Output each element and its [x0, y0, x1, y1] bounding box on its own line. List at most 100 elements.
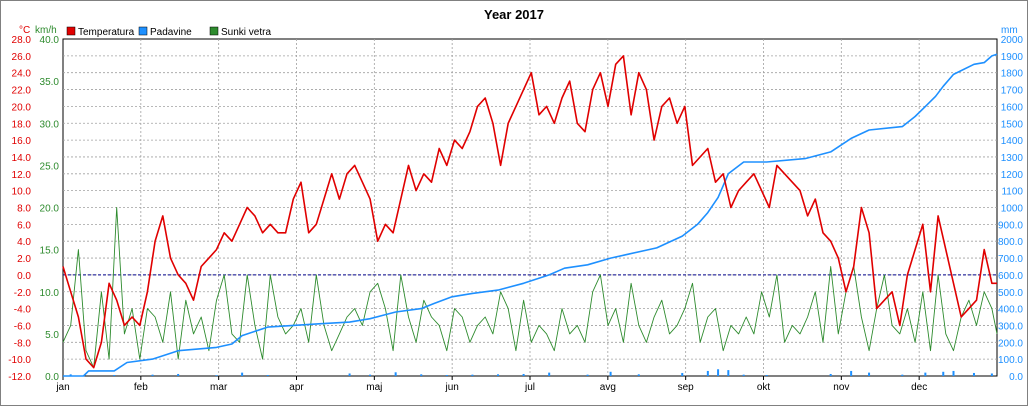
rain-tick-label: 2000 [1001, 35, 1024, 46]
rain-tick-label: 600.0 [998, 271, 1023, 282]
x-tick-label: feb [134, 382, 148, 393]
temperature-tick-label: 26.0 [12, 52, 32, 63]
temperature-tick-label: 10.0 [12, 187, 32, 198]
rain-daily-bar [348, 373, 351, 376]
x-tick-label: okt [757, 382, 771, 393]
temperature-tick-label: 6.0 [17, 220, 31, 231]
x-tick-label: apr [289, 382, 304, 393]
rain-tick-label: 400.0 [998, 305, 1023, 316]
temperature-tick-label: 14.0 [12, 153, 32, 164]
rain-daily-bar [177, 373, 180, 376]
chart-title: Year 2017 [484, 7, 544, 22]
rain-daily-bar [952, 370, 955, 376]
rain-daily-bar [420, 374, 423, 376]
temperature-tick-label: 2.0 [17, 254, 31, 265]
wind-tick-label: 15.0 [40, 246, 60, 257]
temperature-tick-label: 0.0 [17, 271, 31, 282]
legend-label: Padavine [150, 27, 192, 38]
x-tick-label: maj [366, 382, 382, 393]
rain-tick-label: 0.0 [1009, 372, 1023, 383]
chart-legend: Temperatura Padavine Sunki vetra [66, 26, 271, 38]
x-tick-label: jun [444, 382, 458, 393]
rain-daily-bar [548, 372, 551, 376]
rain-daily-bar [829, 373, 832, 376]
rain-daily-bar [69, 374, 72, 376]
rain-daily-bar [924, 372, 927, 376]
rain-daily-bar [609, 371, 612, 376]
temperature-unit-label: °C [19, 25, 30, 36]
temperature-tick-label: -8.0 [14, 338, 32, 349]
temperature-tick-label: 20.0 [12, 102, 32, 113]
rain-daily-bar [497, 374, 500, 376]
series-padavine-line [63, 53, 998, 377]
rain-daily-bar [445, 374, 448, 376]
rain-daily-bar [151, 374, 154, 376]
x-tick-label: jan [55, 382, 69, 393]
rain-daily-bar [681, 372, 684, 376]
rain-unit-label: mm [1001, 25, 1018, 36]
wind-tick-label: 30.0 [40, 119, 60, 130]
temperature-tick-label: -6.0 [14, 321, 32, 332]
rain-tick-label: 1200 [1001, 170, 1024, 181]
rain-daily-bar [241, 372, 244, 376]
rain-daily-bar [742, 374, 745, 376]
x-tick-label: nov [833, 382, 849, 393]
rain-daily-bar [586, 374, 589, 376]
rain-tick-label: 1000 [1001, 204, 1024, 215]
rain-daily-bar [394, 372, 397, 376]
wind-tick-label: 35.0 [40, 77, 60, 88]
rain-daily-bar [901, 374, 904, 376]
rain-daily-bar [637, 374, 640, 376]
temperature-tick-label: -2.0 [14, 288, 32, 299]
rain-daily-bar [972, 372, 975, 376]
temperature-tick-label: -12.0 [8, 372, 31, 383]
rain-tick-label: 800.0 [998, 237, 1023, 248]
rain-daily-bar [765, 374, 768, 376]
rain-tick-label: 500.0 [998, 288, 1023, 299]
rain-daily-bar [727, 370, 730, 376]
temperature-tick-label: 18.0 [12, 119, 32, 130]
legend-label: Sunki vetra [221, 27, 271, 38]
chart-series [62, 53, 998, 377]
temperature-tick-label: 8.0 [17, 204, 31, 215]
rain-daily-bar [717, 369, 720, 376]
rain-tick-label: 900.0 [998, 220, 1023, 231]
temperature-tick-label: 4.0 [17, 237, 31, 248]
rain-daily-bar [471, 374, 474, 376]
rain-tick-label: 1100 [1001, 187, 1023, 198]
rain-daily-bar [850, 370, 853, 376]
rain-daily-bar [369, 374, 372, 376]
x-tick-label: dec [911, 382, 927, 393]
rain-daily-bar [990, 373, 993, 376]
temperature-tick-label: 28.0 [12, 35, 32, 46]
temperature-tick-label: -10.0 [8, 355, 31, 366]
rain-tick-label: 1400 [1001, 136, 1024, 147]
temperature-tick-label: 24.0 [12, 69, 32, 80]
wind-tick-label: 25.0 [40, 161, 60, 172]
series-temperatura-line [62, 55, 997, 369]
rain-daily-bar [113, 374, 116, 376]
rain-tick-label: 200.0 [998, 338, 1023, 349]
rain-tick-label: 1800 [1001, 69, 1024, 80]
rain-daily-bar [942, 371, 945, 376]
x-tick-label: sep [678, 382, 695, 393]
rain-tick-label: 300.0 [998, 321, 1023, 332]
series-sunki-vetra-line [62, 207, 998, 369]
x-tick-label: avg [600, 382, 616, 393]
legend-swatch [138, 26, 148, 36]
rain-daily-bars [69, 369, 993, 376]
x-tick-label: mar [210, 382, 228, 393]
rain-daily-bar [266, 374, 269, 376]
rain-tick-label: 1900 [1001, 52, 1024, 63]
temperature-tick-label: -4.0 [14, 305, 32, 316]
rain-daily-bar [215, 375, 218, 376]
temperature-tick-label: 16.0 [12, 136, 32, 147]
x-tick-label: jul [524, 382, 535, 393]
legend-swatch [209, 26, 219, 36]
wind-tick-label: 5.0 [45, 330, 59, 341]
legend-label: Temperatura [78, 27, 135, 38]
chart-axes: 28.0 26.0 24.0 22.0 20.0 18.0 16.0 14.0 12.0 10.0… [8, 35, 1023, 393]
wind-tick-label: 20.0 [40, 204, 60, 215]
